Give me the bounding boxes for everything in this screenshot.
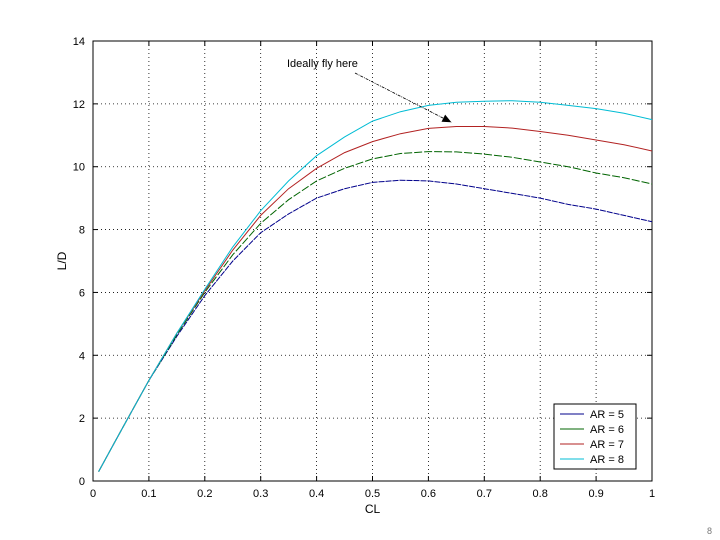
y-tick-label: 12 [73,99,85,111]
y-tick-label: 14 [73,36,85,48]
x-tick-label: 0.9 [588,488,603,500]
page-number: 8 [706,526,712,536]
y-tick-label: 6 [79,287,85,299]
series-line-2 [98,151,653,472]
legend-label: AR = 7 [590,439,624,451]
x-tick-label: 0.4 [309,488,324,500]
series-line-4 [98,100,653,472]
x-tick-label: 0.1 [141,488,156,500]
annotation-arrow-line [354,72,452,123]
x-tick-label: 0.5 [365,488,380,500]
y-axis-title: L/D [55,251,69,270]
y-tick-label: 2 [79,413,85,425]
legend-label: AR = 8 [590,454,624,466]
x-tick-label: 1 [649,488,655,500]
annotation: Ideally fly here [287,58,452,123]
y-tick-label: 10 [73,162,85,174]
series-line-1 [98,179,653,472]
legend-label: AR = 5 [590,409,624,421]
legend-box [553,403,637,470]
y-tick-label: 0 [79,476,85,488]
y-tick-label: 8 [79,225,85,237]
annotation-arrowhead [441,114,452,123]
legend: AR = 5 AR = 6 AR = 7 AR = 8 [553,403,637,470]
legend-label: AR = 6 [590,424,624,436]
x-tick-label: 0.8 [533,488,548,500]
x-tick-label: 0.6 [421,488,436,500]
grid [93,41,652,481]
x-tick-label: 0.2 [197,488,212,500]
annotation-text: Ideally fly here [287,58,358,70]
series-lines [98,100,653,472]
x-axis-title: CL [365,502,381,516]
x-tick-label: 0.3 [253,488,268,500]
y-tick-label: 4 [79,350,85,362]
x-tick-label: 0 [90,488,96,500]
x-tick-label: 0.7 [477,488,492,500]
